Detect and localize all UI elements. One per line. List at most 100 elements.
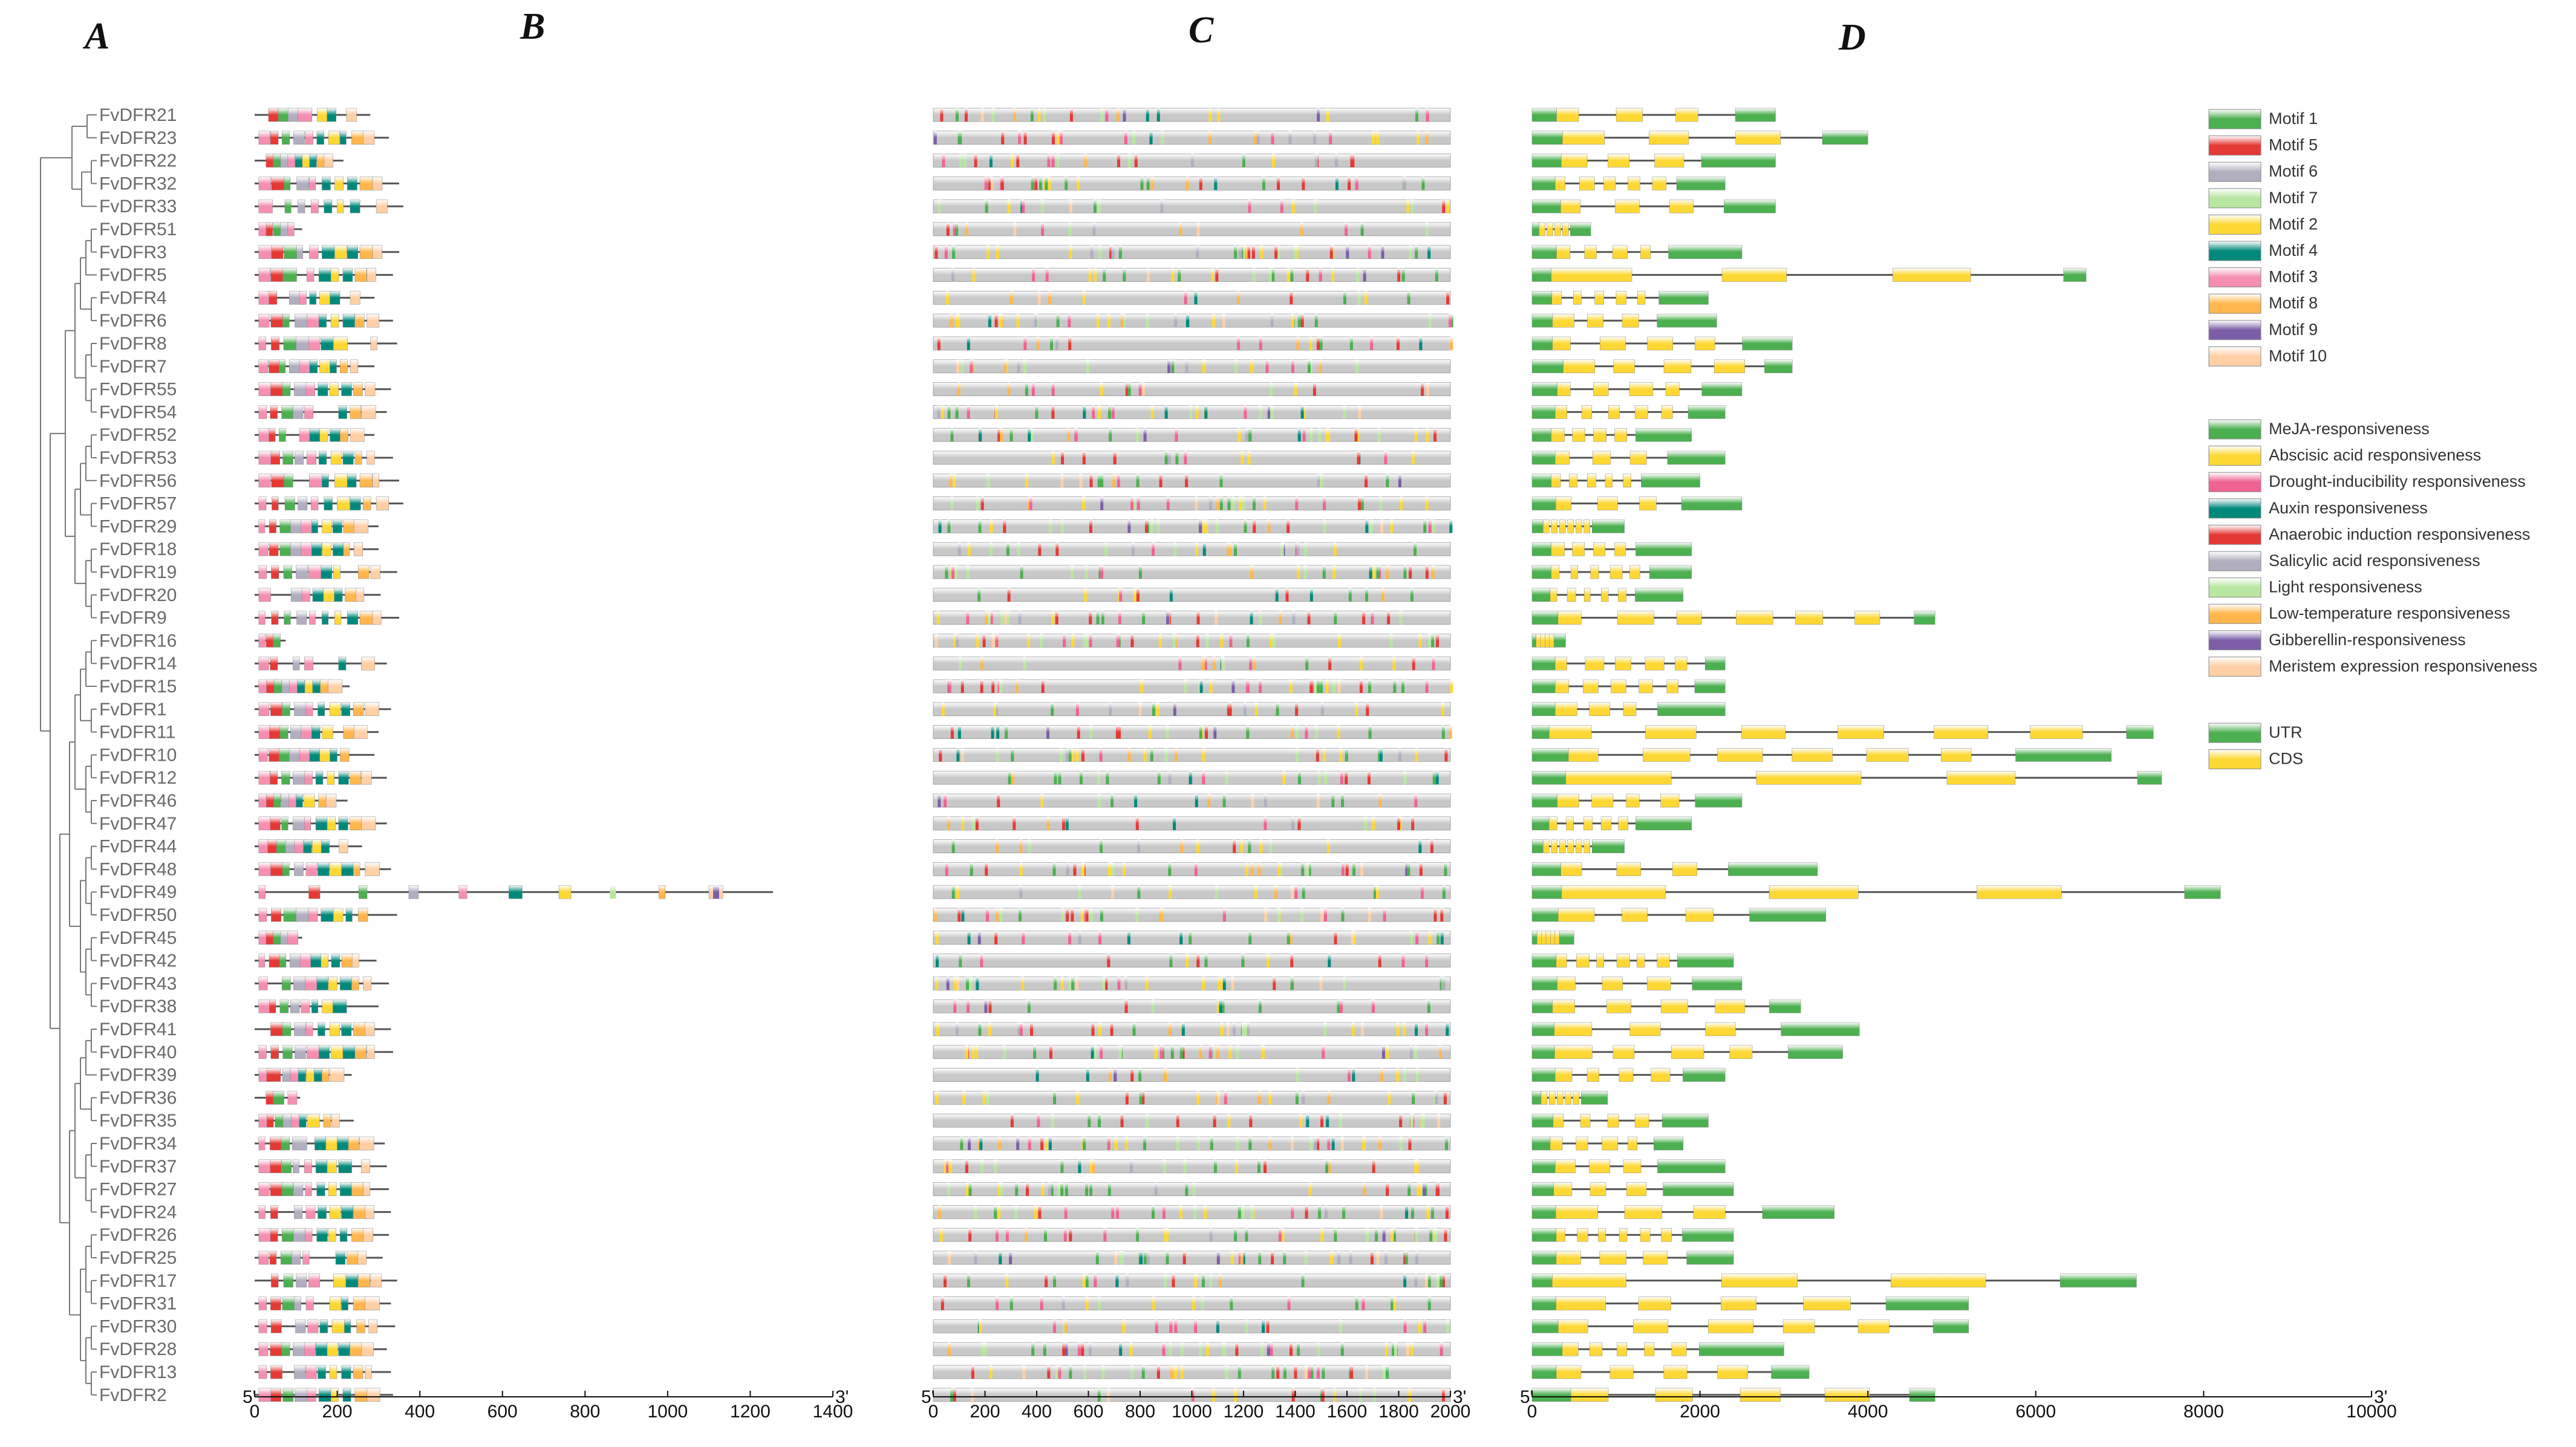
cis-element xyxy=(1194,1273,1198,1287)
motif-box xyxy=(318,1022,325,1036)
cis-element xyxy=(1166,496,1170,510)
cis-element xyxy=(1339,1319,1343,1333)
cds-box xyxy=(1655,1388,1693,1402)
cis-element xyxy=(951,565,955,579)
gene-label: FvDFR29 xyxy=(99,516,177,536)
cds-box xyxy=(1548,816,1557,831)
motif-box xyxy=(258,405,267,419)
motif-box xyxy=(287,222,295,236)
cis-element xyxy=(968,1228,972,1242)
cis-element xyxy=(1390,519,1394,533)
cis-element xyxy=(1426,108,1429,122)
cis-element xyxy=(1196,634,1199,648)
cis-element xyxy=(1328,657,1332,671)
cis-element xyxy=(1006,611,1010,625)
cis-element xyxy=(1199,1045,1202,1059)
motif-box xyxy=(339,977,354,990)
gene-structure-row xyxy=(1531,1022,1860,1036)
cis-element xyxy=(1161,131,1164,145)
gene-label: FvDFR33 xyxy=(99,197,177,216)
cis-element xyxy=(1107,862,1111,876)
cis-element xyxy=(1143,1251,1147,1264)
cis-element xyxy=(1019,862,1023,876)
motif-box xyxy=(318,702,325,717)
axis-end-label: 3' xyxy=(835,1387,849,1407)
cis-element xyxy=(1152,542,1155,556)
cds-box xyxy=(1586,1068,1599,1082)
cis-element xyxy=(1414,428,1418,442)
cds-box xyxy=(1586,473,1597,488)
motif-box xyxy=(361,405,376,419)
cis-element xyxy=(1043,108,1046,122)
cis-element xyxy=(1051,405,1055,419)
cis-element xyxy=(984,1000,988,1013)
cis-element xyxy=(1441,702,1444,716)
cds-box xyxy=(1715,999,1746,1013)
motif-box xyxy=(356,588,365,602)
cis-element xyxy=(1420,885,1424,899)
cds-box xyxy=(1563,359,1595,374)
element-legend-label: Meristem expression responsiveness xyxy=(2269,657,2537,675)
cis-element xyxy=(1288,131,1292,145)
motif-box xyxy=(272,496,279,510)
cis-element xyxy=(1167,359,1171,373)
cds-box xyxy=(1740,1388,1781,1402)
cis-element xyxy=(1169,588,1173,602)
motif-row xyxy=(255,177,399,190)
cis-element xyxy=(982,1091,986,1105)
cis-element xyxy=(996,245,999,259)
cds-box xyxy=(1633,1319,1669,1333)
motif-box xyxy=(296,565,308,579)
cis-element xyxy=(1063,1228,1067,1242)
cds-box xyxy=(2030,725,2083,739)
promoter-bar xyxy=(933,290,1451,305)
motif-box xyxy=(324,496,333,510)
utr-box xyxy=(1531,359,1564,374)
utr-box xyxy=(1531,999,1553,1013)
cds-box xyxy=(1557,793,1579,808)
cis-element xyxy=(1075,702,1079,716)
cds-box xyxy=(1657,954,1670,967)
promoter-bar xyxy=(933,222,1451,236)
cis-element xyxy=(1118,725,1121,739)
cis-element xyxy=(1370,337,1374,350)
cis-element xyxy=(1173,542,1177,556)
cds-box xyxy=(1550,1136,1563,1151)
motif-box xyxy=(297,679,305,694)
cds-box xyxy=(1556,1228,1566,1242)
cis-element xyxy=(1159,908,1162,922)
motif-box xyxy=(347,473,357,488)
cis-element xyxy=(1240,839,1244,853)
cis-element xyxy=(1092,1159,1095,1173)
motif-box xyxy=(258,793,267,808)
cis-element xyxy=(1386,1365,1389,1379)
cis-element xyxy=(965,1159,968,1173)
cis-element xyxy=(1301,862,1305,876)
gene-label: FvDFR20 xyxy=(99,585,177,605)
motif-box xyxy=(293,1159,299,1174)
cis-element xyxy=(980,1159,983,1173)
cis-element xyxy=(1020,565,1023,579)
cis-element xyxy=(1320,908,1323,922)
motif-box xyxy=(330,268,339,282)
cis-element xyxy=(1371,611,1374,625)
cds-box xyxy=(1576,1136,1588,1151)
motif-box xyxy=(309,177,316,190)
cis-element xyxy=(1102,977,1106,990)
cis-element xyxy=(1090,1159,1094,1173)
utr-box xyxy=(1742,336,1793,351)
promoter-bar xyxy=(933,977,1451,990)
cis-element xyxy=(980,108,984,122)
promoter-bar xyxy=(933,359,1451,374)
cis-element xyxy=(1281,1228,1285,1242)
cis-element xyxy=(1349,337,1353,350)
cis-element xyxy=(1051,382,1055,396)
cis-element xyxy=(1391,1296,1394,1310)
cis-element xyxy=(1091,1023,1095,1036)
cis-element xyxy=(1300,405,1304,419)
cis-element xyxy=(1017,1023,1021,1036)
cis-element xyxy=(1136,1228,1140,1242)
cis-element xyxy=(1369,565,1372,579)
cis-element xyxy=(1419,337,1423,350)
cis-element xyxy=(1071,634,1075,648)
